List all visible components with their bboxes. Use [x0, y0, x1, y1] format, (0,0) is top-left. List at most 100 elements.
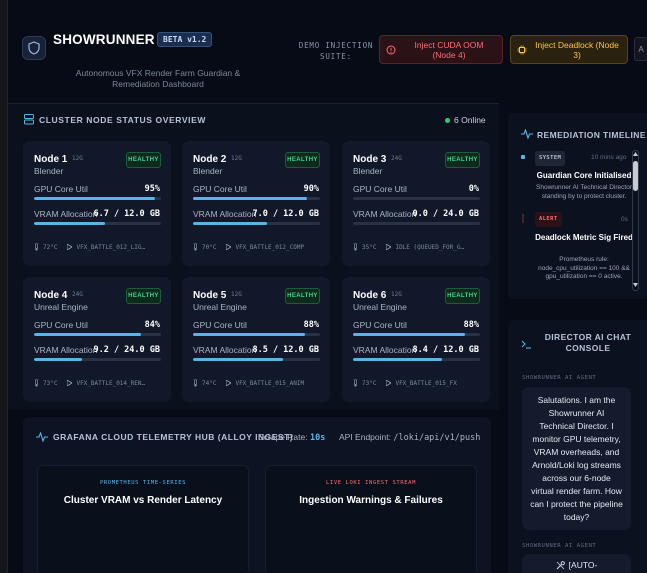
- node-job: VFX_BATTLE_015_FX: [395, 379, 457, 387]
- gpu-util-bar: [193, 197, 320, 200]
- chat-agent-label: SHOWRUNNER AI AGENT: [522, 543, 597, 549]
- node-gpu-memory: 12G: [391, 291, 402, 298]
- prometheus-card-title: Cluster VRAM vs Render Latency: [63, 495, 223, 506]
- gpu-util-label: GPU Core Util: [34, 184, 88, 194]
- timeline-badge-alert: ALERT: [535, 212, 562, 227]
- node-card[interactable]: Node 5 12G Unreal Engine HEALTHY GPU Cor…: [182, 277, 330, 402]
- demo-injection-label: DEMO INJECTION SUITE:: [298, 41, 374, 61]
- chat-title: DIRECTOR AI CHAT CONSOLE: [544, 332, 632, 353]
- node-name: Node 2: [193, 154, 227, 165]
- vram-bar: [353, 358, 480, 361]
- online-dot-icon: [445, 117, 450, 123]
- vram-bar-fill: [193, 222, 267, 225]
- node-engine: Blender: [34, 166, 64, 176]
- timeline-event-title: Deadlock Metric Sig Fired: [535, 233, 633, 242]
- loki-card-title: Ingestion Warnings & Failures: [299, 495, 443, 506]
- play-icon: [386, 380, 392, 386]
- status-badge: HEALTHY: [126, 288, 161, 304]
- timeline-event-title: Guardian Core Initialised: [536, 171, 632, 180]
- node-temperature: 72°C: [43, 243, 58, 251]
- online-status: 6 Online: [445, 115, 486, 125]
- vram-label: VRAM Allocation: [193, 345, 257, 355]
- remediation-timeline-panel: REMEDIATION TIMELINE SYSTEM 10 mins ago …: [508, 113, 647, 299]
- gpu-util-value: 0%: [468, 184, 479, 194]
- gpu-util-bar-fill: [193, 333, 305, 336]
- timeline-scrollbar-thumb[interactable]: [633, 161, 638, 191]
- gpu-util-bar: [34, 197, 161, 200]
- app-subtitle: Autonomous VFX Render Farm Guardian & Re…: [75, 68, 241, 89]
- vram-bar-fill: [353, 358, 442, 361]
- node-engine: Unreal Engine: [353, 302, 407, 312]
- edge-button[interactable]: A: [634, 37, 647, 61]
- scroll-up-arrow-icon[interactable]: [633, 152, 638, 156]
- timeline-badge-system: SYSTEM: [535, 151, 566, 166]
- node-footer: 70°C VFX_BATTLE_012_COMP: [193, 243, 323, 251]
- chat-agent-label: SHOWRUNNER AI AGENT: [522, 375, 597, 381]
- server-stack-icon: [24, 114, 34, 125]
- prometheus-card: PROMETHEUS TIME-SERIES Cluster VRAM vs R…: [37, 465, 249, 573]
- node-job: VFX_BATTLE_015_ANIM: [235, 379, 305, 387]
- vram-label: VRAM Allocation: [34, 345, 98, 355]
- vram-value: 8.5 / 12.0 GB: [252, 345, 319, 355]
- node-name: Node 1: [34, 154, 68, 165]
- node-footer: 73°C VFX_BATTLE_014_REN…: [34, 379, 164, 387]
- vram-value: 6.7 / 12.0 GB: [93, 209, 160, 219]
- chat-message: Salutations. I am the Showrunner AI Tech…: [522, 387, 631, 530]
- play-icon: [226, 244, 232, 250]
- grafana-panel: GRAFANA CLOUD TELEMETRY HUB (ALLOY INGES…: [23, 417, 491, 573]
- scrape-rate-value: 10s: [310, 433, 326, 443]
- play-icon: [226, 380, 232, 386]
- gpu-util-bar: [353, 333, 480, 336]
- vram-value: 0.0 / 24.0 GB: [412, 209, 479, 219]
- loki-card: LIVE LOKI INGEST STREAM Ingestion Warnin…: [265, 465, 477, 573]
- scroll-down-arrow-icon[interactable]: [633, 283, 638, 287]
- scrape-rate-label: Scrape Rate:: [258, 432, 308, 442]
- remediation-title: REMEDIATION TIMELINE: [537, 130, 646, 140]
- node-card[interactable]: Node 2 12G Blender HEALTHY GPU Core Util…: [182, 141, 330, 266]
- app-header: SHOWRUNNER AI BETA v1.2 Autonomous VFX R…: [8, 0, 647, 103]
- play-icon: [67, 244, 73, 250]
- tools-icon: [556, 561, 565, 570]
- cluster-panel-title: CLUSTER NODE STATUS OVERVIEW: [39, 115, 206, 125]
- chat-message-text: [AUTO-: [568, 560, 598, 570]
- play-icon: [386, 244, 392, 250]
- node-gpu-memory: 24G: [391, 155, 402, 162]
- node-engine: Blender: [353, 166, 383, 176]
- vram-bar: [193, 222, 320, 225]
- api-endpoint-value: /loki/api/v1/push: [393, 433, 481, 443]
- node-gpu-memory: 12G: [72, 155, 83, 162]
- inject-deadlock-button[interactable]: Inject Deadlock (Node 3): [510, 35, 628, 64]
- gpu-util-value: 90%: [303, 184, 319, 194]
- api-endpoint-label: API Endpoint:: [339, 432, 391, 442]
- node-gpu-memory: 12G: [231, 155, 242, 162]
- node-card[interactable]: Node 3 24G Blender HEALTHY GPU Core Util…: [342, 141, 490, 266]
- timeline-event-body: Prometheus rule: node_cpu_utilization ==…: [538, 256, 630, 280]
- node-name: Node 3: [353, 154, 387, 165]
- node-card[interactable]: Node 4 24G Unreal Engine HEALTHY GPU Cor…: [23, 277, 171, 402]
- node-engine: Unreal Engine: [193, 302, 247, 312]
- node-footer: 72°C VFX_BATTLE_012_LIG…: [34, 243, 164, 251]
- cpu-chip-icon: [517, 45, 527, 54]
- timeline-scrollbar[interactable]: [632, 150, 639, 291]
- vram-label: VRAM Allocation: [193, 209, 257, 219]
- api-endpoint: API Endpoint: /loki/api/v1/push: [339, 432, 480, 443]
- chat-message-content: [AUTO-: [522, 554, 631, 573]
- node-temperature: 70°C: [202, 243, 217, 251]
- online-count: 6 Online: [454, 115, 486, 125]
- play-icon: [67, 380, 73, 386]
- gpu-util-label: GPU Core Util: [34, 320, 88, 330]
- status-badge: HEALTHY: [285, 152, 320, 168]
- node-temperature: 73°C: [43, 379, 58, 387]
- vram-value: 9.2 / 24.0 GB: [93, 345, 160, 355]
- inject-cuda-oom-button[interactable]: Inject CUDA OOM (Node 4): [379, 35, 503, 64]
- timeline-time-system: 10 mins ago: [591, 154, 627, 161]
- node-card[interactable]: Node 1 12G Blender HEALTHY GPU Core Util…: [23, 141, 171, 266]
- vram-label: VRAM Allocation: [34, 209, 98, 219]
- gpu-util-bar-fill: [34, 333, 141, 336]
- vram-bar: [193, 358, 320, 361]
- chat-message: [AUTO-: [522, 554, 631, 573]
- gpu-util-label: GPU Core Util: [353, 184, 407, 194]
- gpu-util-bar-fill: [34, 197, 155, 200]
- gpu-util-bar: [353, 197, 480, 200]
- node-card[interactable]: Node 6 12G Unreal Engine HEALTHY GPU Cor…: [342, 277, 490, 402]
